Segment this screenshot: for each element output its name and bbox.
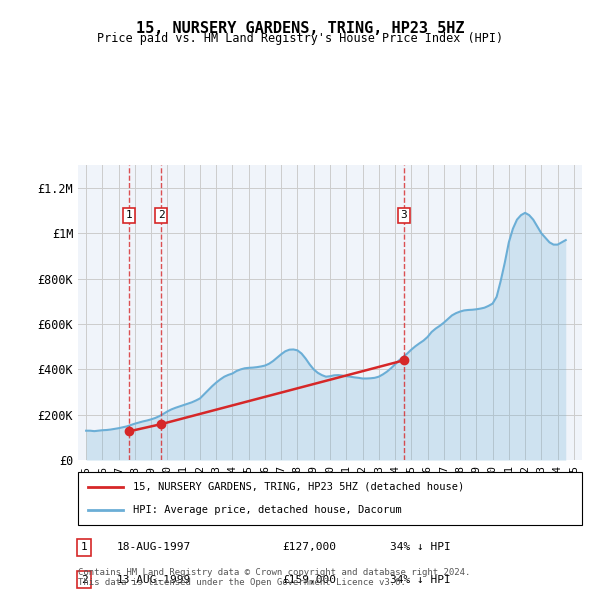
Text: 2: 2 — [158, 211, 164, 220]
Text: 1: 1 — [80, 542, 88, 552]
Text: 15, NURSERY GARDENS, TRING, HP23 5HZ: 15, NURSERY GARDENS, TRING, HP23 5HZ — [136, 21, 464, 35]
FancyBboxPatch shape — [78, 472, 582, 525]
Text: £127,000: £127,000 — [282, 542, 336, 552]
Text: £159,000: £159,000 — [282, 575, 336, 585]
Text: Contains HM Land Registry data © Crown copyright and database right 2024.
This d: Contains HM Land Registry data © Crown c… — [78, 568, 470, 587]
Text: 34% ↓ HPI: 34% ↓ HPI — [390, 575, 451, 585]
Text: 18-AUG-1997: 18-AUG-1997 — [117, 542, 191, 552]
Text: Price paid vs. HM Land Registry's House Price Index (HPI): Price paid vs. HM Land Registry's House … — [97, 32, 503, 45]
Text: 2: 2 — [80, 575, 88, 585]
Text: 3: 3 — [400, 211, 407, 220]
Text: 1: 1 — [125, 211, 132, 220]
Text: 13-AUG-1999: 13-AUG-1999 — [117, 575, 191, 585]
Text: HPI: Average price, detached house, Dacorum: HPI: Average price, detached house, Daco… — [133, 505, 402, 515]
Text: 15, NURSERY GARDENS, TRING, HP23 5HZ (detached house): 15, NURSERY GARDENS, TRING, HP23 5HZ (de… — [133, 482, 464, 492]
Text: 34% ↓ HPI: 34% ↓ HPI — [390, 542, 451, 552]
